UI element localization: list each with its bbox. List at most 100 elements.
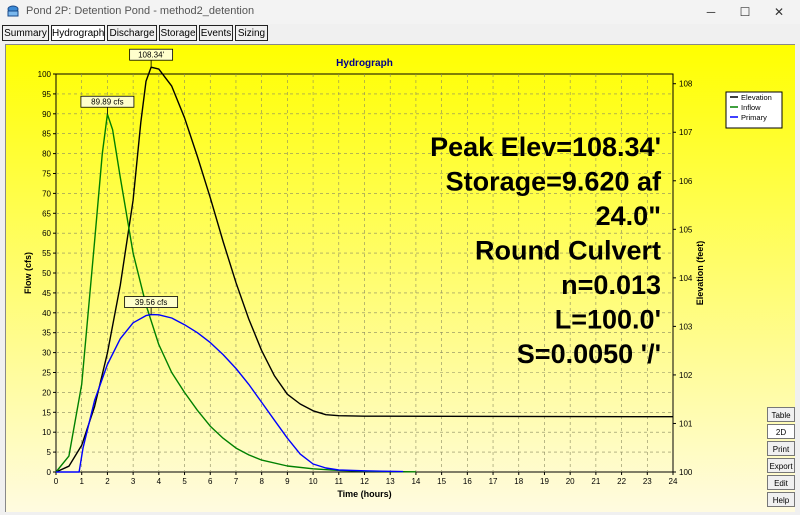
y-tick-label: 25 [42, 369, 51, 378]
x-tick-label: 7 [234, 477, 239, 486]
y-tick-label: 90 [42, 110, 51, 119]
tab-sizing[interactable]: Sizing [235, 25, 268, 41]
annotation-label: 108.34' [138, 51, 164, 60]
x-tick-label: 14 [411, 477, 420, 486]
close-button[interactable]: ✕ [762, 0, 796, 24]
x-tick-label: 11 [335, 477, 344, 486]
x-tick-label: 22 [617, 477, 626, 486]
2d-button[interactable]: 2D [767, 424, 795, 439]
minimize-icon: ─ [706, 5, 716, 19]
legend-entry: Elevation [741, 93, 772, 102]
x-tick-label: 15 [437, 477, 446, 486]
edit-button[interactable]: Edit [767, 475, 795, 490]
x-tick-label: 1 [79, 477, 84, 486]
x-tick-label: 20 [566, 477, 575, 486]
title-bar: Pond 2P: Detention Pond - method2_detent… [0, 0, 800, 24]
x-tick-label: 12 [360, 477, 369, 486]
y-tick-label: 0 [47, 468, 52, 477]
annotation-box [124, 296, 179, 308]
info-line: n=0.013 [561, 270, 661, 300]
info-line: Round Culvert [475, 236, 661, 266]
x-tick-label: 10 [309, 477, 318, 486]
y-tick-label: 35 [42, 329, 51, 338]
series-line-primary [56, 313, 404, 473]
y-tick-label: 85 [42, 130, 51, 139]
plot-panel: 0 1 2 3 4 5 6 7 8 9 10 11 12 13 14 15 16 17 18 19 20 21 22 23 24… [5, 44, 795, 512]
export-button[interactable]: Export [767, 458, 795, 473]
x-tick-label: 19 [540, 477, 549, 486]
x-tick-label: 8 [259, 477, 264, 486]
tab-summary[interactable]: Summary [2, 25, 49, 41]
y2-tick-label: 102 [679, 371, 693, 380]
x-tick-label: 3 [131, 477, 136, 486]
y2-tick-label: 105 [679, 225, 693, 234]
y-tick-label: 10 [42, 428, 51, 437]
info-line: Peak Elev=108.34' [430, 132, 661, 162]
info-line: Storage=9.620 af [446, 167, 662, 197]
x-tick-label: 5 [182, 477, 187, 486]
y-tick-label: 80 [42, 150, 51, 159]
y2-tick-label: 104 [679, 274, 693, 283]
y-tick-label: 65 [42, 209, 51, 218]
x-tick-label: 17 [489, 477, 498, 486]
series-line-inflow [55, 113, 416, 473]
tab-bar: Summary Hydrograph Discharge Storage Eve… [0, 24, 800, 44]
y-tick-label: 30 [42, 349, 51, 358]
y-tick-label: 70 [42, 189, 51, 198]
y-tick-label: 15 [42, 408, 51, 417]
close-icon: ✕ [773, 5, 785, 19]
x-tick-label: 6 [208, 477, 213, 486]
y2-tick-label: 103 [679, 322, 693, 331]
y-tick-label: 60 [42, 229, 51, 238]
y2-axis-label: Elevation (feet) [695, 241, 705, 306]
y-tick-label: 20 [42, 388, 51, 397]
print-button[interactable]: Print [767, 441, 795, 456]
x-tick-label: 13 [386, 477, 395, 486]
y-tick-label: 50 [42, 269, 51, 278]
legend-box [725, 91, 783, 129]
x-tick-label: 16 [463, 477, 472, 486]
info-line: 24.0" [596, 201, 661, 231]
y2-tick-label: 106 [679, 177, 693, 186]
y-tick-label: 100 [38, 70, 52, 79]
x-tick-label: 24 [669, 477, 678, 486]
annotation-label: 89.89 cfs [91, 98, 123, 107]
x-tick-label: 21 [591, 477, 600, 486]
y-axis-label: Flow (cfs) [23, 252, 33, 294]
y-tick-label: 55 [42, 249, 51, 258]
y-tick-label: 40 [42, 309, 51, 318]
window-title: Pond 2P: Detention Pond - method2_detent… [26, 5, 255, 17]
y2-tick-label: 107 [679, 128, 693, 137]
table-button[interactable]: Table [767, 407, 795, 422]
x-tick-label: 4 [157, 477, 162, 486]
info-line: L=100.0' [555, 305, 661, 335]
y-tick-label: 5 [47, 448, 52, 457]
annotation-box [129, 48, 174, 61]
app-icon [7, 5, 19, 17]
annotation-box [80, 95, 135, 108]
x-tick-label: 23 [643, 477, 652, 486]
tab-events[interactable]: Events [199, 25, 233, 41]
tab-hydrograph[interactable]: Hydrograph [51, 25, 105, 41]
tab-discharge[interactable]: Discharge [107, 25, 157, 41]
maximize-button[interactable]: ☐ [728, 0, 762, 24]
x-tick-label: 0 [54, 477, 59, 486]
y2-tick-label: 101 [679, 419, 693, 428]
y-tick-label: 45 [42, 289, 51, 298]
info-line: S=0.0050 '/' [517, 339, 661, 369]
y2-tick-label: 100 [679, 468, 693, 477]
series-line-elevation [55, 66, 674, 473]
legend-entry: Inflow [741, 103, 761, 112]
minimize-button[interactable]: ─ [694, 0, 728, 24]
annotation-label: 39.56 cfs [135, 298, 167, 307]
x-tick-label: 2 [105, 477, 110, 486]
legend-entry: Primary [741, 113, 767, 122]
tab-storage[interactable]: Storage [159, 25, 197, 41]
y-tick-label: 95 [42, 90, 51, 99]
x-tick-label: 9 [285, 477, 290, 486]
x-axis-label: Time (hours) [337, 489, 391, 499]
help-button[interactable]: Help [767, 492, 795, 507]
chart-title: Hydrograph [336, 58, 393, 69]
y2-tick-label: 108 [679, 80, 693, 89]
maximize-icon: ☐ [739, 5, 751, 19]
